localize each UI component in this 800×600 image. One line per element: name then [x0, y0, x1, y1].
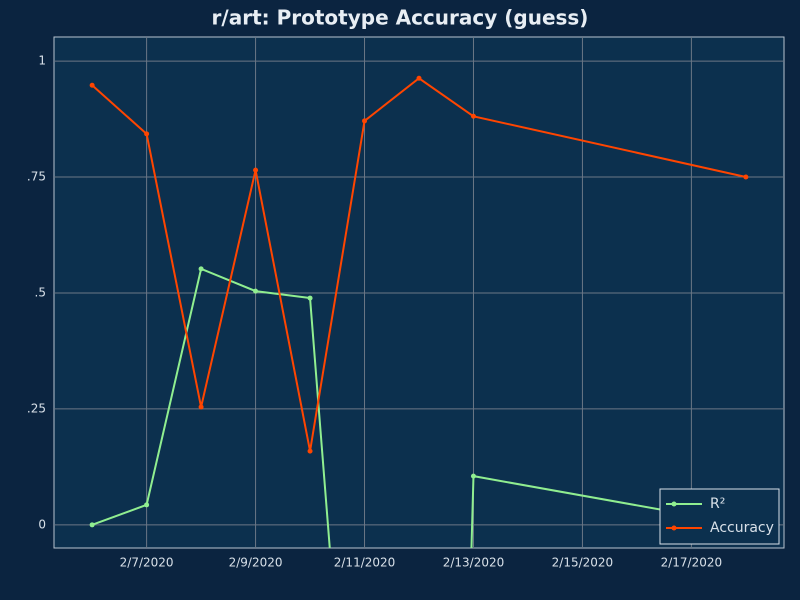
legend-box — [659, 488, 780, 545]
legend-marker — [671, 501, 677, 507]
point — [198, 266, 204, 272]
x-tick-label: 2/7/2020 — [120, 556, 174, 570]
x-tick-label: 2/17/2020 — [661, 556, 723, 570]
point — [470, 113, 476, 119]
series-layer — [89, 75, 749, 548]
x-tick-label: 2/13/2020 — [443, 556, 505, 570]
legend-label: R² — [710, 496, 725, 512]
point — [144, 131, 150, 137]
y-tick-label: 1 — [38, 54, 46, 68]
point — [307, 295, 313, 301]
x-tick-label: 2/9/2020 — [229, 556, 283, 570]
x-tick-label: 2/15/2020 — [552, 556, 614, 570]
point — [743, 174, 749, 180]
point — [253, 288, 259, 294]
point — [198, 404, 204, 410]
point — [144, 502, 150, 508]
legend-label: Accuracy — [710, 520, 774, 536]
point — [89, 522, 95, 528]
point — [307, 448, 313, 454]
y-tick-label: .5 — [35, 285, 46, 299]
y-tick-label: .75 — [27, 170, 46, 184]
point — [470, 473, 476, 479]
chart-title: r/art: Prototype Accuracy (guess) — [212, 6, 589, 30]
y-tick-label: 0 — [38, 517, 46, 531]
point — [362, 118, 368, 124]
y-tick-label: .25 — [27, 401, 46, 415]
point — [89, 82, 95, 88]
point — [416, 75, 422, 81]
legend-marker — [671, 525, 677, 531]
point — [253, 167, 259, 173]
x-tick-label: 2/11/2020 — [334, 556, 396, 570]
